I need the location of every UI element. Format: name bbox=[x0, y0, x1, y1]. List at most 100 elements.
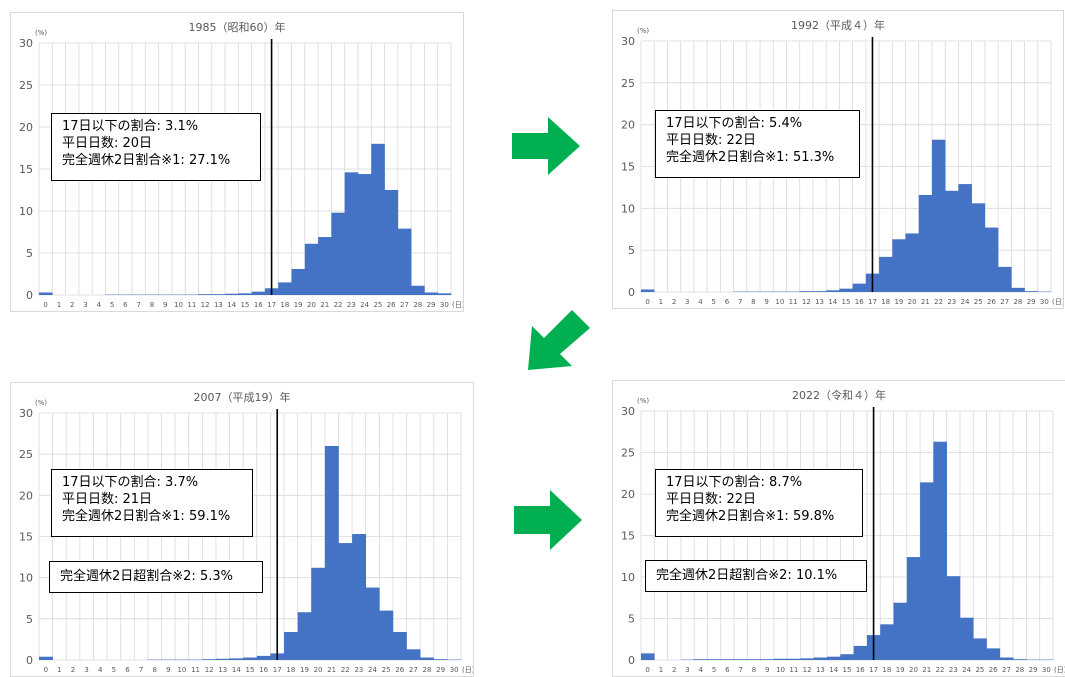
bar bbox=[318, 237, 332, 295]
x-tick-label: 16 bbox=[855, 298, 864, 306]
x-tick-label: 1 bbox=[57, 666, 61, 674]
bar bbox=[947, 576, 961, 660]
y-axis-unit-label: (%) bbox=[637, 27, 649, 35]
y-tick-label: 0 bbox=[26, 289, 33, 302]
x-tick-label: 10 bbox=[174, 301, 183, 309]
bar bbox=[839, 289, 853, 292]
annotation-full-weekend-ratio: 完全週休2日割合※1: 59.8% bbox=[666, 508, 852, 525]
bar bbox=[774, 659, 788, 660]
bar bbox=[853, 284, 867, 292]
bar bbox=[230, 658, 244, 660]
x-tick-label: 12 bbox=[802, 298, 811, 306]
x-tick-label: 26 bbox=[989, 666, 998, 674]
bar bbox=[987, 648, 1001, 660]
x-tick-label: 30 bbox=[1040, 298, 1049, 306]
bar bbox=[879, 257, 893, 292]
y-tick-label: 10 bbox=[19, 572, 33, 585]
x-tick-label: 20 bbox=[909, 666, 918, 674]
bar bbox=[907, 557, 921, 660]
y-tick-label: 30 bbox=[621, 405, 635, 418]
x-tick-label: 1 bbox=[57, 301, 61, 309]
bar bbox=[906, 233, 920, 292]
annotation-box-1992: 17日以下の割合: 5.4% 平日日数: 22日 完全週休2日割合※1: 51.… bbox=[655, 110, 860, 178]
annotation-box-2022-extra: 完全週休2日超割合※2: 10.1% bbox=[645, 560, 867, 592]
bar bbox=[278, 282, 292, 295]
x-tick-label: 8 bbox=[751, 298, 755, 306]
bar bbox=[238, 293, 252, 295]
x-tick-label: 3 bbox=[83, 301, 87, 309]
x-tick-label: 15 bbox=[843, 666, 852, 674]
x-tick-label: 12 bbox=[803, 666, 812, 674]
x-tick-label: 13 bbox=[816, 666, 825, 674]
chart-title: 1985（昭和60）年 bbox=[189, 20, 286, 34]
bar bbox=[398, 229, 412, 295]
bar bbox=[919, 195, 933, 292]
x-axis-unit-label: (日) bbox=[462, 666, 473, 674]
bar bbox=[202, 659, 216, 660]
bar bbox=[305, 244, 319, 295]
bar bbox=[331, 213, 345, 295]
y-axis-unit-label: (%) bbox=[35, 399, 47, 407]
x-tick-label: 12 bbox=[205, 666, 214, 674]
y-axis-unit-label: (%) bbox=[35, 29, 47, 37]
x-tick-label: 2 bbox=[672, 666, 676, 674]
x-tick-label: 20 bbox=[908, 298, 917, 306]
annotation-weekday-count: 平日日数: 22日 bbox=[666, 491, 852, 508]
x-tick-label: 23 bbox=[947, 298, 956, 306]
x-tick-label: 0 bbox=[645, 298, 649, 306]
right-arrow-icon bbox=[512, 488, 584, 552]
x-axis-unit-label: (日) bbox=[1054, 666, 1065, 674]
x-tick-label: 10 bbox=[776, 666, 785, 674]
x-tick-label: 28 bbox=[1015, 666, 1024, 674]
bar bbox=[972, 203, 986, 292]
bar bbox=[747, 659, 761, 660]
bar bbox=[424, 292, 438, 295]
x-tick-label: 28 bbox=[1013, 298, 1022, 306]
x-tick-label: 23 bbox=[354, 666, 363, 674]
x-tick-label: 29 bbox=[427, 301, 436, 309]
x-tick-label: 8 bbox=[152, 666, 156, 674]
x-tick-label: 23 bbox=[949, 666, 958, 674]
bar bbox=[827, 657, 841, 660]
bar bbox=[420, 658, 434, 660]
x-tick-label: 3 bbox=[84, 666, 88, 674]
x-tick-label: 21 bbox=[327, 666, 336, 674]
bar bbox=[1000, 658, 1014, 660]
bar bbox=[826, 290, 840, 292]
x-tick-label: 11 bbox=[789, 666, 798, 674]
y-tick-label: 0 bbox=[628, 286, 635, 299]
x-tick-label: 2 bbox=[672, 298, 676, 306]
x-tick-label: 4 bbox=[699, 666, 704, 674]
annotation-over-full-weekend-ratio: 完全週休2日超割合※2: 5.3% bbox=[60, 568, 252, 585]
annotation-full-weekend-ratio: 完全週休2日割合※1: 27.1% bbox=[62, 152, 250, 169]
x-tick-label: 20 bbox=[314, 666, 323, 674]
x-tick-label: 18 bbox=[882, 666, 891, 674]
x-tick-label: 19 bbox=[896, 666, 905, 674]
x-tick-label: 5 bbox=[712, 298, 716, 306]
x-tick-label: 6 bbox=[125, 666, 130, 674]
y-tick-label: 30 bbox=[19, 37, 33, 50]
x-tick-label: 22 bbox=[341, 666, 350, 674]
bar bbox=[985, 228, 999, 292]
bar bbox=[393, 632, 407, 660]
x-tick-label: 22 bbox=[934, 298, 943, 306]
bar bbox=[225, 294, 239, 295]
bar bbox=[694, 659, 708, 660]
x-tick-label: 18 bbox=[280, 301, 289, 309]
x-tick-label: 17 bbox=[273, 666, 282, 674]
x-tick-label: 15 bbox=[842, 298, 851, 306]
x-tick-label: 5 bbox=[712, 666, 716, 674]
bar bbox=[311, 568, 325, 660]
y-tick-label: 10 bbox=[19, 205, 33, 218]
x-tick-label: 3 bbox=[685, 298, 689, 306]
x-tick-label: 0 bbox=[44, 666, 48, 674]
x-tick-label: 21 bbox=[921, 298, 930, 306]
bar bbox=[212, 294, 226, 295]
x-tick-label: 11 bbox=[789, 298, 798, 306]
x-tick-label: 14 bbox=[828, 298, 837, 306]
bar bbox=[721, 659, 735, 660]
chart-title: 1992（平成４）年 bbox=[791, 18, 885, 32]
